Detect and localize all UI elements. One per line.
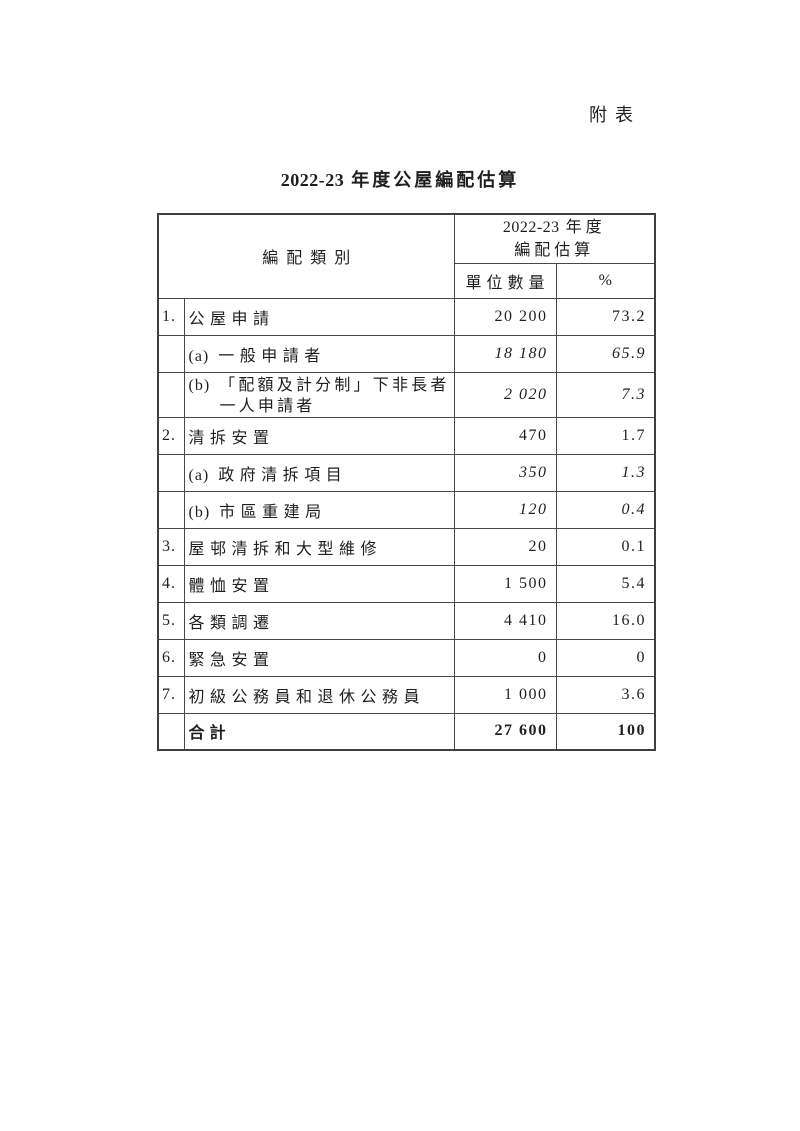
row-number <box>157 371 185 418</box>
header-estimate: 2022-23 年度 編配估算 <box>453 213 656 264</box>
cell-category: 各類調遷 <box>183 601 455 640</box>
cell-units: 20 <box>453 527 557 566</box>
allocation-table: 編配類別 2022-23 年度 編配估算 單位數量 % 1. 公屋申請 20 20… <box>157 213 656 751</box>
table-row-public-housing: 1. 公屋申請 20 200 73.2 <box>157 297 656 336</box>
table-row-estate-clearance: 3. 屋邨清拆和大型維修 20 0.1 <box>157 527 656 566</box>
cell-percent: 3.6 <box>555 675 656 714</box>
cell-units: 1 000 <box>453 675 557 714</box>
cell-percent: 0.4 <box>555 490 656 529</box>
cell-units: 27 600 <box>453 712 557 751</box>
row-number: 5. <box>157 601 185 640</box>
cell-units: 18 180 <box>453 334 557 373</box>
table-row-clearance: 2. 清拆安置 470 1.7 <box>157 416 656 455</box>
cell-units: 470 <box>453 416 557 455</box>
table-header-row-1: 編配類別 2022-23 年度 編配估算 <box>157 213 656 299</box>
cell-category: 清拆安置 <box>183 416 455 455</box>
cell-category: (a) 政府清拆項目 <box>183 453 455 492</box>
table-row-total: 合計 27 600 100 <box>157 712 656 751</box>
cell-category: 公屋申請 <box>183 297 455 336</box>
cell-percent: 5.4 <box>555 564 656 603</box>
table-row-quota-points-system: (b) 「配額及計分制」下非長者 一人申請者 2 020 7.3 <box>157 371 656 418</box>
cell-percent: 1.7 <box>555 416 656 455</box>
table-row-civil-servants: 7. 初級公務員和退休公務員 1 000 3.6 <box>157 675 656 714</box>
row-number <box>157 334 185 373</box>
title-year: 2022-23 <box>280 170 345 190</box>
header-units: 單位數量 <box>453 262 557 299</box>
cell-percent: 100 <box>555 712 656 751</box>
cell-units: 120 <box>453 490 557 529</box>
cell-units: 4 410 <box>453 601 557 640</box>
table-row-general-applicants: (a) 一般申請者 18 180 65.9 <box>157 334 656 373</box>
header-estimate-line1: 2022-23 年度 <box>502 218 606 236</box>
header-percent: % <box>555 262 656 299</box>
row-number: 3. <box>157 527 185 566</box>
cell-category: (a) 一般申請者 <box>183 334 455 373</box>
row-number: 1. <box>157 297 185 336</box>
header-category: 編配類別 <box>157 213 455 299</box>
row-number: 4. <box>157 564 185 603</box>
table-row-compassionate: 4. 體恤安置 1 500 5.4 <box>157 564 656 603</box>
cell-percent: 16.0 <box>555 601 656 640</box>
cell-category: 屋邨清拆和大型維修 <box>183 527 455 566</box>
cell-percent: 7.3 <box>555 371 656 418</box>
cell-percent: 0.1 <box>555 527 656 566</box>
cell-category: 緊急安置 <box>183 638 455 677</box>
cell-percent: 73.2 <box>555 297 656 336</box>
table-row-urban-renewal: (b) 市區重建局 120 0.4 <box>157 490 656 529</box>
row-number <box>157 453 185 492</box>
cell-percent: 0 <box>555 638 656 677</box>
cell-category: (b) 「配額及計分制」下非長者 一人申請者 <box>183 371 455 418</box>
row-number: 7. <box>157 675 185 714</box>
row-number <box>157 490 185 529</box>
cell-units: 0 <box>453 638 557 677</box>
cell-units: 20 200 <box>453 297 557 336</box>
table-row-govt-clearance: (a) 政府清拆項目 350 1.3 <box>157 453 656 492</box>
page-title: 2022-23 年度公屋編配估算 <box>0 166 800 192</box>
cell-percent: 1.3 <box>555 453 656 492</box>
cell-category: (b) 市區重建局 <box>183 490 455 529</box>
table-row-emergency: 6. 緊急安置 0 0 <box>157 638 656 677</box>
cell-category: 體恤安置 <box>183 564 455 603</box>
table-row-transfers: 5. 各類調遷 4 410 16.0 <box>157 601 656 640</box>
cell-units: 1 500 <box>453 564 557 603</box>
cell-percent: 65.9 <box>555 334 656 373</box>
header-estimate-line2: 編配估算 <box>514 241 595 259</box>
cell-category: 初級公務員和退休公務員 <box>183 675 455 714</box>
table-header-row-2: 單位數量 % <box>158 262 656 299</box>
cell-category: 合計 <box>183 712 455 751</box>
cell-units: 350 <box>453 453 557 492</box>
row-number <box>157 712 185 751</box>
row-number: 6. <box>157 638 185 677</box>
row-number: 2. <box>157 416 185 455</box>
cell-units: 2 020 <box>453 371 557 418</box>
appendix-label: 附表 <box>589 105 641 125</box>
title-text: 年度公屋編配估算 <box>351 170 520 190</box>
